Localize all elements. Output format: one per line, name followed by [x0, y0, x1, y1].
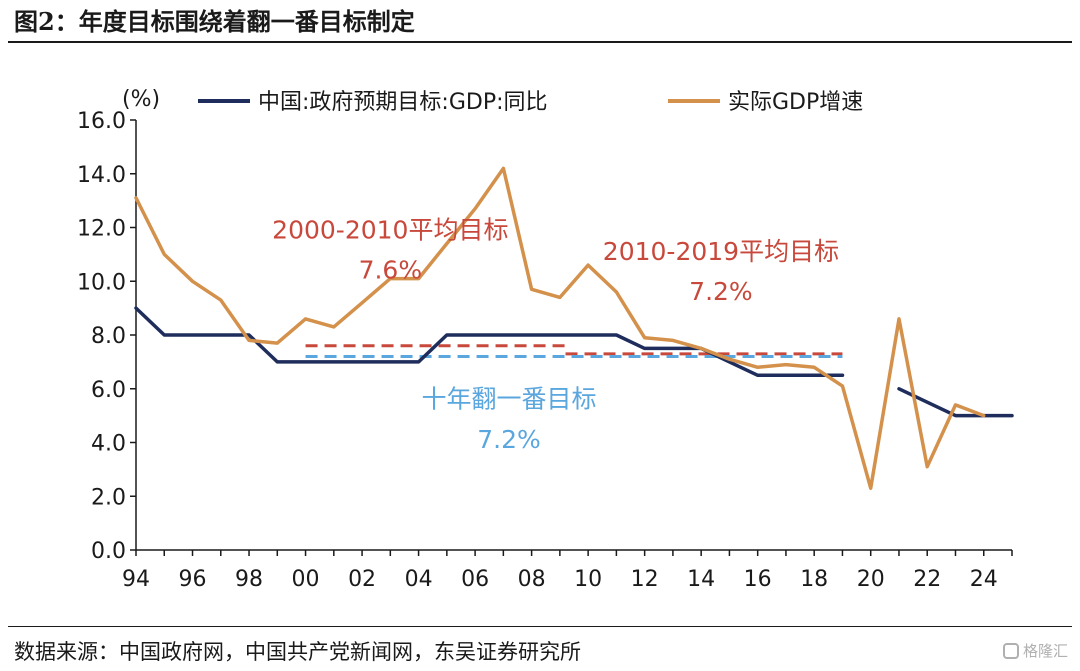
watermark: 格隆汇 [1002, 640, 1068, 661]
x-tick-label: 22 [913, 567, 941, 592]
gdp-target-chart: 0.0 2.0 4.0 6.0 8.0 10.0 12.0 14.0 16.0(%) 94 96 98… [77, 87, 1014, 592]
series-line [134, 166, 986, 490]
annotation-label: 2010-2019平均目标 [603, 237, 839, 266]
y-axis-unit-label: (%) [122, 87, 160, 112]
x-tick-label: 18 [800, 567, 828, 592]
legend-label: 实际GDP增速 [728, 90, 863, 115]
annotations: 2000-2010平均目标 7.6% 2010-2019平均目标 7.2% 十年翻一番目… [272, 215, 839, 454]
x-tick-label: 08 [518, 567, 546, 592]
x-tick-label: 02 [348, 567, 376, 592]
source-note: 数据来源：中国政府网，中国共产党新闻网，东吴证券研究所 [14, 640, 581, 664]
x-tick-label: 96 [179, 567, 207, 592]
x-tick-label: 24 [970, 567, 998, 592]
annotation-label: 十年翻一番目标 [421, 385, 596, 414]
annotation-label: 7.2% [477, 425, 541, 454]
legend: 中国:政府预期目标:GDP:同比 实际GDP增速 [198, 90, 863, 115]
x-tick-label: 16 [744, 567, 772, 592]
x-tick-label: 14 [687, 567, 715, 592]
watermark-logo-icon [1002, 642, 1019, 659]
y-tick-label: 12.0 [77, 217, 126, 242]
reference-lines [305, 344, 843, 358]
series-lines [134, 166, 1014, 490]
title-rule [8, 41, 1072, 43]
y-tick-label: 14.0 [77, 163, 126, 188]
legend-label: 中国:政府预期目标:GDP:同比 [258, 90, 548, 115]
annotation-label: 7.2% [689, 277, 753, 306]
axes: 0.0 2.0 4.0 6.0 8.0 10.0 12.0 14.0 16.0(%) 94 96 98… [77, 87, 1013, 592]
y-tick-label: 0.0 [91, 539, 126, 564]
x-tick-label: 00 [292, 567, 320, 592]
annotation-label: 7.6% [359, 256, 423, 285]
y-tick-label: 10.0 [77, 270, 126, 295]
x-tick-label: 94 [122, 567, 150, 592]
y-tick-label: 6.0 [91, 378, 126, 403]
annotation-label: 2000-2010平均目标 [272, 215, 508, 244]
y-tick-label: 2.0 [91, 485, 126, 510]
figure-title: 图2：年度目标围绕着翻一番目标制定 [14, 7, 415, 36]
x-tick-label: 98 [235, 567, 263, 592]
x-tick-label: 04 [405, 567, 433, 592]
watermark-text: 格隆汇 [1022, 642, 1068, 660]
x-tick-label: 06 [461, 567, 489, 592]
y-tick-label: 4.0 [91, 432, 126, 457]
series-line [897, 387, 1014, 418]
x-tick-label: 10 [574, 567, 602, 592]
series-line [134, 306, 845, 378]
x-tick-label: 12 [631, 567, 659, 592]
y-tick-label: 16.0 [77, 109, 126, 134]
x-tick-label: 20 [857, 567, 885, 592]
source-rule [8, 626, 1072, 627]
y-tick-label: 8.0 [91, 324, 126, 349]
